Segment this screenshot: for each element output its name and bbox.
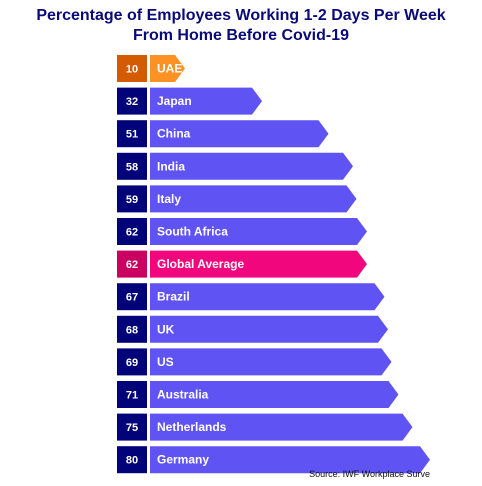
category-label-south-africa: South Africa <box>157 225 228 239</box>
value-label-germany: 80 <box>126 455 138 467</box>
value-box-italy <box>117 185 147 213</box>
category-label-china: China <box>157 127 191 141</box>
value-label-netherlands: 75 <box>126 422 138 434</box>
value-label-south-africa: 62 <box>126 227 138 239</box>
value-label-brazil: 67 <box>126 292 138 304</box>
bar-uae <box>150 55 185 82</box>
bar-row-south-africa: 62 South Africa <box>117 218 367 245</box>
category-label-uae: UAE <box>157 62 182 76</box>
value-label-uae: 10 <box>126 64 138 76</box>
bar-row-us: 69 US <box>117 348 392 376</box>
bar-row-italy: 59 Italy <box>117 185 357 213</box>
value-label-india: 58 <box>126 161 138 173</box>
value-box-south-africa <box>117 218 147 245</box>
bar-brazil <box>150 283 385 311</box>
bar-row-australia: 71 Australia <box>117 381 399 408</box>
value-box-australia <box>117 381 147 408</box>
bar-italy <box>150 185 357 213</box>
value-label-global-average: 62 <box>126 259 138 271</box>
bar-row-germany: 80 Germany <box>117 446 430 474</box>
value-box-japan <box>117 87 147 115</box>
bar-row-uk: 68 UK <box>117 315 388 343</box>
bar-row-netherlands: 75 Netherlands <box>117 413 413 441</box>
value-box-netherlands <box>117 413 147 441</box>
category-label-italy: Italy <box>157 192 181 206</box>
category-label-uk: UK <box>157 322 175 336</box>
category-label-japan: Japan <box>157 94 192 108</box>
value-box-uae <box>117 55 147 82</box>
value-box-china <box>117 120 147 148</box>
value-label-us: 69 <box>126 357 138 369</box>
value-box-germany <box>117 446 147 474</box>
category-label-germany: Germany <box>157 453 209 467</box>
bar-china <box>150 120 329 148</box>
category-label-us: US <box>157 355 174 369</box>
value-label-china: 51 <box>126 129 138 141</box>
value-box-india <box>117 152 147 180</box>
value-box-us <box>117 348 147 376</box>
category-label-australia: Australia <box>157 388 209 402</box>
bar-us <box>150 348 392 376</box>
bar-global-average <box>150 250 367 278</box>
bar-germany <box>150 446 430 474</box>
bar-south-africa <box>150 218 367 245</box>
bar-row-global-average: 62 Global Average <box>117 250 367 278</box>
value-label-australia: 71 <box>126 390 138 402</box>
bar-row-uae: 10 UAE <box>117 55 185 82</box>
value-box-uk <box>117 315 147 343</box>
bar-row-japan: 32 Japan <box>117 87 262 115</box>
category-label-netherlands: Netherlands <box>157 420 227 434</box>
chart-title-line-1: Percentage of Employees Working 1-2 Days… <box>36 7 446 24</box>
bar-row-brazil: 67 Brazil <box>117 283 385 311</box>
bar-row-india: 58 India <box>117 152 353 180</box>
value-label-japan: 32 <box>126 96 138 108</box>
chart-title-line-2: From Home Before Covid-19 <box>132 27 350 44</box>
bar-india <box>150 152 353 180</box>
chart-title: Percentage of Employees Working 1-2 Days… <box>0 6 482 46</box>
bar-japan <box>150 87 262 115</box>
category-label-global-average: Global Average <box>157 257 244 271</box>
value-label-uk: 68 <box>126 324 138 336</box>
bar-netherlands <box>150 413 413 441</box>
source-note: Source: IWF Workplace Surve <box>309 469 430 479</box>
value-box-global-average <box>117 250 147 278</box>
value-box-brazil <box>117 283 147 311</box>
value-label-italy: 59 <box>126 194 138 206</box>
category-label-india: India <box>157 159 185 173</box>
bar-uk <box>150 315 388 343</box>
bar-australia <box>150 381 399 408</box>
bar-row-china: 51 China <box>117 120 329 148</box>
category-label-brazil: Brazil <box>157 290 190 304</box>
